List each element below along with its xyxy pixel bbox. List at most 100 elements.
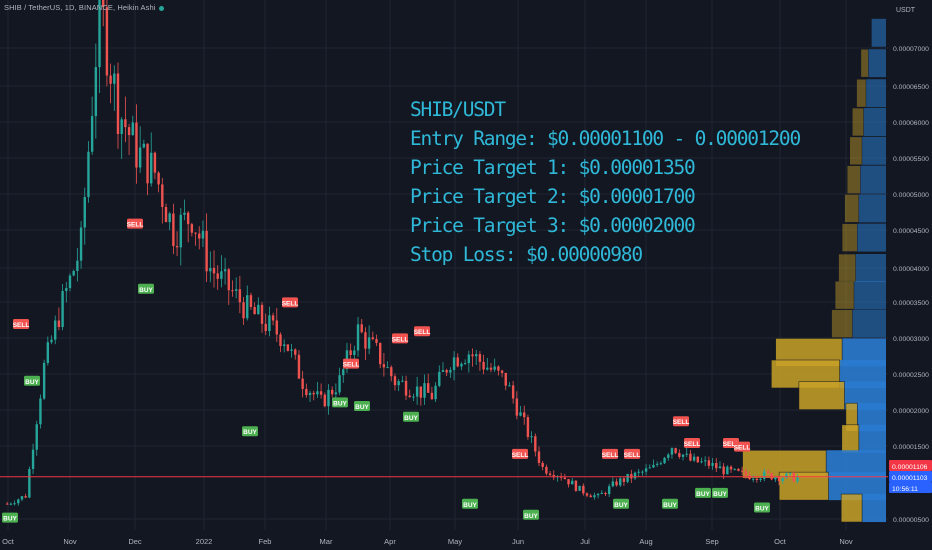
time-axis-tick: Mar	[320, 537, 333, 546]
candle-body	[271, 315, 275, 321]
candle-body	[537, 451, 541, 463]
candle-body	[796, 477, 799, 482]
candle-body	[260, 304, 264, 324]
signal-sell-badge	[673, 416, 689, 427]
candle-body	[574, 480, 578, 491]
annotation-target-1: Price Target 1: $0.00001350	[410, 156, 696, 179]
volume-profile-bar-up	[862, 494, 886, 523]
candle-body	[478, 354, 482, 362]
candle-body	[707, 460, 711, 466]
signal-sell-badge	[602, 448, 618, 459]
volume-profile-bar-down	[838, 253, 856, 283]
candle-body	[57, 320, 61, 328]
signal-buy-label: BUY	[243, 429, 257, 436]
candle-body	[301, 378, 304, 389]
market-status-dot	[158, 5, 164, 11]
signal-buy-badge	[403, 411, 419, 422]
candle-body	[323, 394, 327, 407]
candle-body	[61, 291, 64, 328]
signal-sell-badge	[343, 358, 359, 369]
candle-body	[65, 288, 68, 292]
candle-body	[294, 349, 297, 355]
candle-body	[330, 389, 334, 395]
candle-body	[548, 473, 552, 475]
volume-profile-bar-up	[868, 49, 886, 78]
candle-body	[770, 472, 773, 480]
candle-body	[726, 466, 729, 475]
signal-sell-label: SELL	[723, 441, 740, 448]
candle-body	[460, 363, 463, 367]
candle-body	[552, 474, 555, 478]
candle-body	[367, 337, 371, 349]
volume-profile-bar-down	[860, 48, 869, 78]
candle-body	[393, 376, 397, 386]
annotation-target-2: Price Target 2: $0.00001700	[410, 185, 696, 208]
candle-body	[375, 339, 378, 344]
candle-body	[153, 152, 157, 173]
candle-body	[183, 212, 186, 215]
signal-sell-badge	[13, 319, 29, 329]
signal-buy-label: BUY	[463, 502, 477, 509]
candle-body	[703, 460, 707, 462]
candle-body	[541, 462, 544, 467]
candle-body	[46, 342, 50, 363]
candle-body	[54, 320, 57, 340]
volume-profile-bar-up	[860, 165, 886, 194]
annotation-entry-range: Entry Range: $0.00001100 - 0.00001200	[410, 127, 801, 150]
signal-sell-badge	[512, 448, 528, 459]
time-axis-background	[0, 532, 888, 550]
candle-body	[312, 392, 315, 395]
candle-body	[545, 466, 548, 474]
signal-sell-badge	[392, 333, 408, 344]
candle-body	[445, 370, 448, 373]
candle-body	[482, 361, 485, 370]
volume-profile-bar-down	[834, 280, 855, 310]
candle-body	[246, 295, 249, 319]
price-axis-background	[888, 0, 932, 550]
candle-body	[397, 381, 400, 386]
candle-body	[327, 389, 330, 407]
volume-profile-bar-down	[844, 194, 860, 223]
candle-body	[127, 127, 131, 136]
volume-profile-bar-down	[831, 309, 853, 338]
candle-body	[578, 485, 581, 491]
candle-body	[582, 485, 585, 494]
time-axis-tick: Jun	[512, 537, 524, 546]
signal-buy-badge	[613, 498, 629, 509]
candle-body	[751, 478, 755, 480]
signal-sell-label: SELL	[414, 329, 431, 336]
candle-body	[571, 480, 574, 485]
candle-body	[678, 453, 681, 457]
candle-body	[593, 495, 596, 498]
signal-sell-badge	[734, 441, 750, 452]
signal-buy-badge	[754, 502, 770, 513]
candle-body	[72, 270, 75, 276]
candle-body	[35, 424, 38, 450]
price-axis-tick: 0.00002000	[893, 408, 929, 415]
candle-body	[146, 143, 149, 184]
candle-body	[286, 344, 290, 351]
volume-profile-bar-up	[857, 223, 886, 252]
candle-body	[382, 364, 386, 368]
candle-body	[234, 289, 238, 291]
candle-body	[150, 152, 153, 184]
signal-sell-label: SELL	[624, 452, 641, 459]
candle-body	[641, 471, 644, 473]
signal-buy-badge	[24, 375, 40, 386]
candle-body	[534, 436, 537, 452]
candle-body	[419, 386, 423, 398]
price-axis-tick: 0.00004000	[893, 266, 929, 273]
time-axis-tick: Feb	[259, 537, 272, 546]
candle-body	[24, 496, 27, 498]
candle-body	[102, 0, 105, 8]
candle-body	[489, 367, 493, 370]
candle-body	[175, 246, 179, 248]
candle-body	[161, 184, 164, 208]
signal-buy-label: BUY	[25, 379, 39, 386]
candle-body	[319, 391, 323, 395]
candle-body	[404, 380, 408, 396]
candle-body	[711, 462, 714, 466]
signal-sell-label: SELL	[282, 300, 299, 307]
trade-setup-annotation[interactable]: SHIB/USDT Entry Range: $0.00001100 - 0.0…	[410, 95, 801, 269]
